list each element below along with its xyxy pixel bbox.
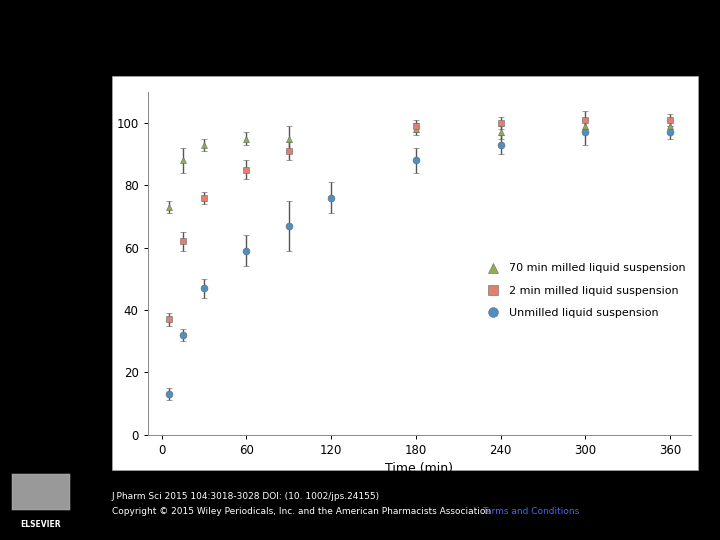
Text: Copyright © 2015 Wiley Periodicals, Inc. and the American Pharmacists Associatio: Copyright © 2015 Wiley Periodicals, Inc.… [112,507,494,516]
Text: Terms and Conditions: Terms and Conditions [482,507,580,516]
Text: J Pharm Sci 2015 104:3018-3028 DOI: (10. 1002/jps.24155): J Pharm Sci 2015 104:3018-3028 DOI: (10.… [112,492,379,502]
Text: ELSEVIER: ELSEVIER [21,519,61,529]
Y-axis label: Release ( % ): Release ( % ) [98,222,111,305]
Bar [12,474,71,510]
Text: Figure 7: Figure 7 [330,24,390,39]
X-axis label: Time (min): Time (min) [385,462,454,475]
Legend: 70 min milled liquid suspension, 2 min milled liquid suspension, Unmilled liquid: 70 min milled liquid suspension, 2 min m… [482,264,685,318]
